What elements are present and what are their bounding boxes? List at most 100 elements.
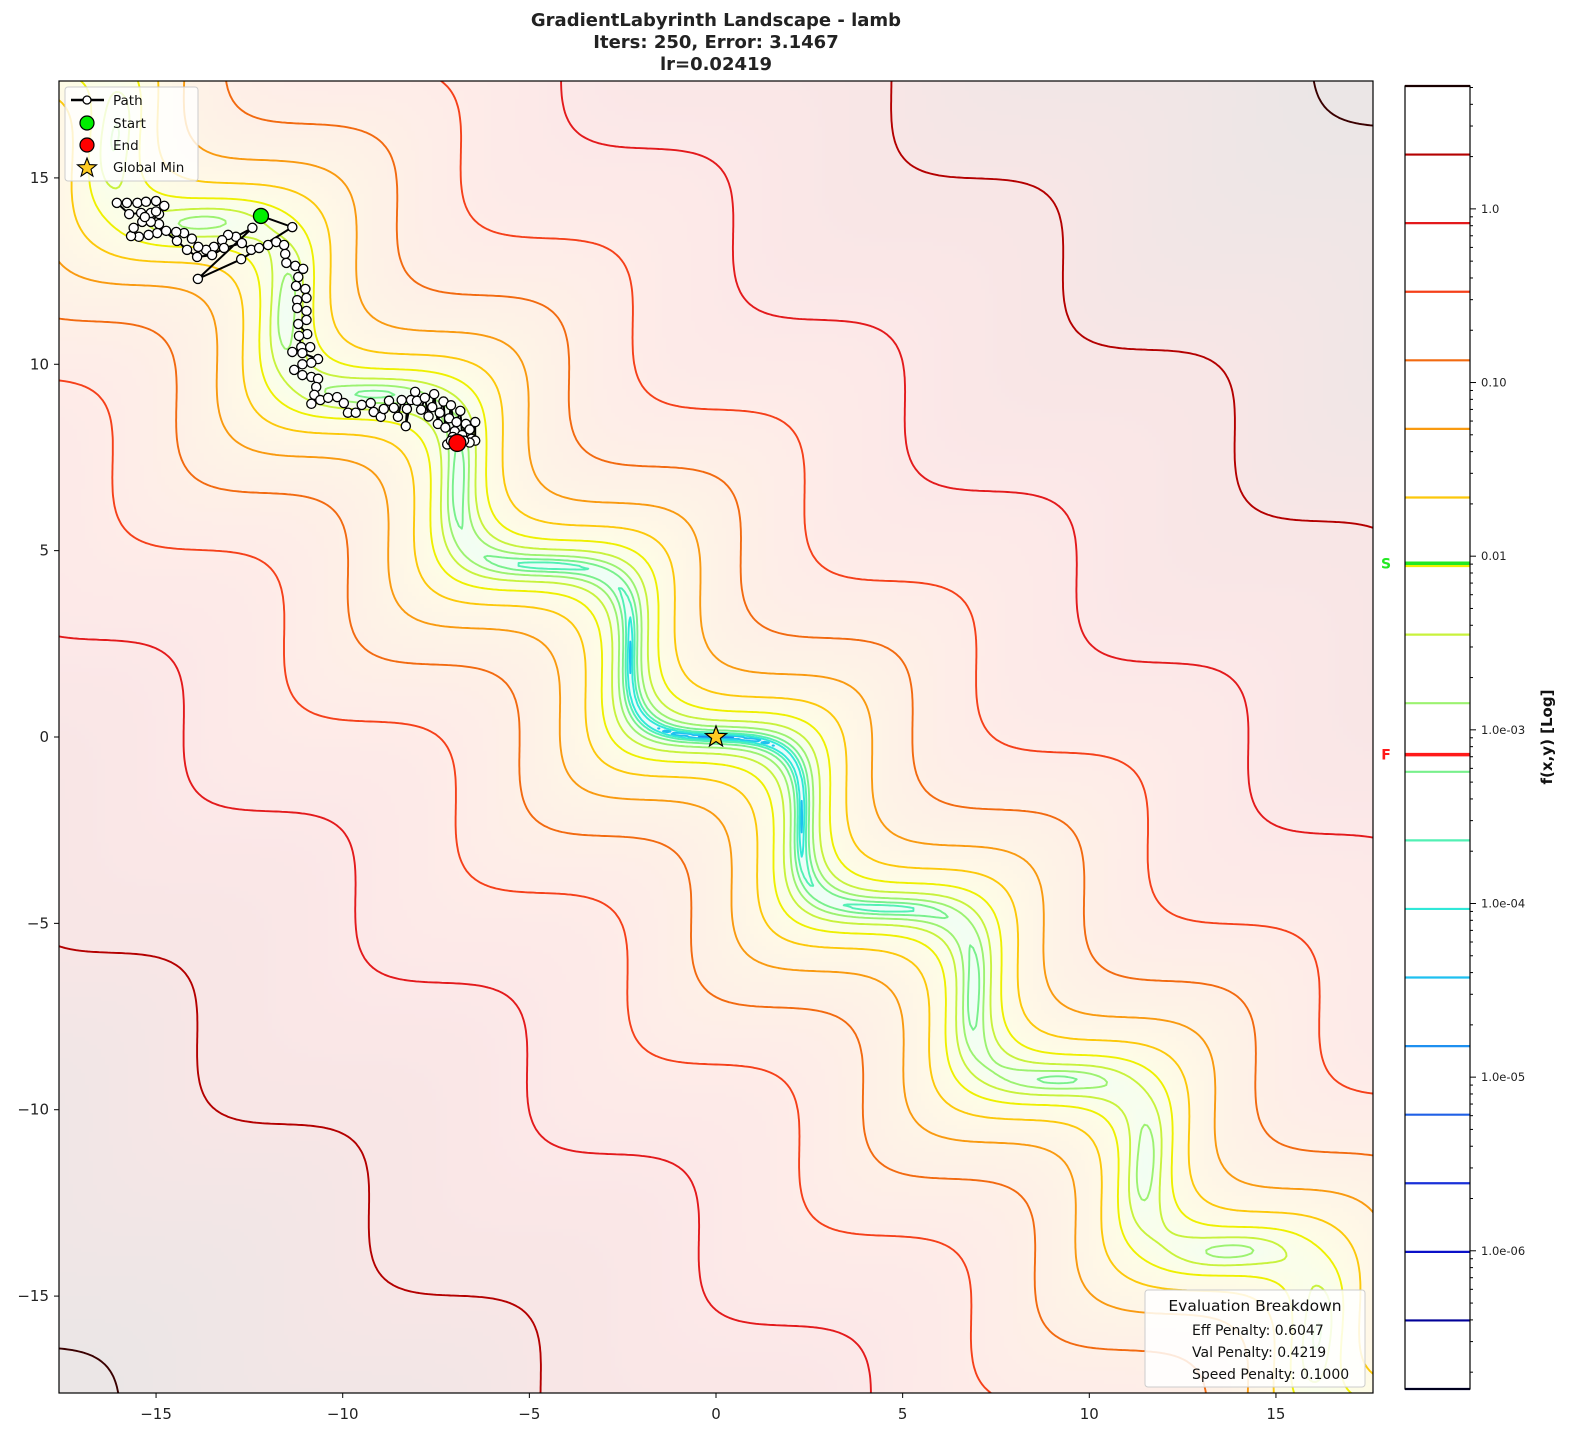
- x-tick-label: 0: [711, 1405, 721, 1423]
- y-tick-label: −5: [27, 914, 49, 932]
- path-point-91: [400, 420, 412, 432]
- evaluation-breakdown: Evaluation Breakdown Eff Penalty: 0.6047…: [1144, 1289, 1366, 1388]
- legend-start-icon: [79, 115, 95, 131]
- path-point-81: [356, 399, 367, 411]
- path-point-30: [140, 196, 152, 208]
- legend-star-icon: [76, 156, 98, 178]
- x-tick-label: −10: [327, 1405, 359, 1423]
- path-point-51: [290, 280, 302, 292]
- path-point-13: [170, 226, 182, 238]
- colorbar-tick-label: 1.0e-05: [1481, 1070, 1525, 1084]
- path-point-66: [306, 357, 317, 369]
- global-min-star-marker: [703, 724, 729, 748]
- path-point-82: [365, 397, 376, 409]
- legend-label-global-min: Global Min: [113, 160, 184, 176]
- path-point-108: [455, 405, 466, 417]
- y-tick-label: 5: [39, 542, 49, 560]
- path-point-20: [128, 222, 139, 234]
- path-point-107: [451, 416, 462, 428]
- path-point-80: [350, 407, 362, 418]
- path-point-83: [368, 406, 379, 418]
- path-point-31: [150, 195, 162, 207]
- colorbar-marker-f-label: F: [1381, 748, 1391, 764]
- contour-level-12: [79, 81, 1353, 1393]
- path-point-16: [151, 227, 163, 239]
- path-point-52: [300, 283, 311, 295]
- path-point-76: [322, 392, 334, 404]
- path-point-42: [253, 242, 265, 254]
- contour-lines: [59, 81, 1373, 1393]
- x-tick-label: −5: [518, 1405, 540, 1423]
- colorbar-body: [1405, 86, 1470, 1389]
- legend-label-start: Start: [113, 116, 146, 132]
- y-tick-label: −10: [17, 1101, 49, 1119]
- x-tick-label: −15: [140, 1405, 172, 1423]
- contour-level-16: [59, 81, 1373, 1393]
- path-point-3: [192, 273, 204, 285]
- path-point-53: [301, 292, 312, 304]
- legend-end-icon: [79, 137, 95, 153]
- contour-level-15: [59, 81, 1373, 1393]
- evaluation-box: [1144, 1289, 1366, 1388]
- path-point-27: [111, 197, 123, 209]
- y-tick-label: 10: [30, 355, 49, 373]
- val-penalty: Val Penalty: 0.4219: [1192, 1345, 1326, 1361]
- x-tick-label: 5: [898, 1405, 908, 1423]
- path-point-46: [279, 248, 291, 260]
- contour-level-7: [626, 616, 806, 858]
- path-point-47: [281, 257, 292, 269]
- path-point-56: [301, 305, 312, 317]
- path-point-67: [297, 359, 308, 370]
- colorbar-tick-label: 0.01: [1481, 549, 1507, 563]
- colorbar-ticks: 1.0 0.10 0.01 1.0e-03 1.0e-04 1.0e-05 1.0e-06: [1470, 86, 1525, 1373]
- colorbar-markers: SF: [1381, 556, 1470, 764]
- path-point-96: [419, 392, 431, 404]
- start-marker: [252, 207, 270, 225]
- speed-penalty: Speed Penalty: 0.1000: [1192, 1367, 1349, 1383]
- path-point-34: [139, 211, 151, 223]
- chart-title-line3: lr=0.02419: [660, 54, 772, 75]
- legend-label-path: Path: [113, 93, 143, 109]
- path-point-77: [331, 391, 343, 403]
- colorbar: SF 1.00.100.011.0e-031.0e-041.0e-051.0e-…: [1381, 84, 1556, 1391]
- evaluation-title: Evaluation Breakdown: [1168, 1297, 1341, 1315]
- colorbar-tick-label: 1.0: [1481, 202, 1499, 216]
- optimizer-path: [111, 195, 729, 748]
- colorbar-tick-label: 1.0e-06: [1481, 1244, 1525, 1258]
- path-point-32: [159, 200, 170, 212]
- legend: Path Start End Global Min: [64, 86, 199, 182]
- path-point-60: [293, 330, 305, 342]
- y-tick-label: −15: [17, 1287, 49, 1305]
- legend-box: [64, 86, 199, 182]
- path-point-99: [428, 388, 440, 400]
- eff-penalty: Eff Penalty: 0.6047: [1192, 1323, 1324, 1339]
- path-point-35: [171, 235, 183, 247]
- path-point-36: [181, 244, 193, 256]
- path-point-95: [415, 404, 427, 415]
- path-point-85: [378, 403, 390, 415]
- path-point-29: [132, 197, 143, 209]
- path-point-58: [293, 318, 304, 330]
- colorbar-label: f(x,y) [Log]: [1538, 690, 1556, 785]
- legend-path-marker-icon: [82, 95, 92, 105]
- path-point-62: [304, 341, 316, 353]
- contour-level-9: [354, 389, 1078, 1085]
- path-point-64: [297, 347, 308, 359]
- path-point-113: [469, 416, 481, 428]
- y-axis: −15 −10 −5 0 5 10 15: [17, 169, 59, 1305]
- path-point-2: [235, 253, 247, 265]
- path-point-93: [409, 386, 421, 398]
- contour-level-19: [59, 81, 1373, 1393]
- path-point-101: [434, 407, 446, 418]
- chart-title-line1: GradientLabyrinth Landscape - lamb: [531, 10, 901, 31]
- path-point-10: [192, 241, 204, 253]
- x-tick-label: 15: [1266, 1405, 1285, 1423]
- path-point-90: [401, 403, 413, 415]
- path-point-1: [287, 221, 298, 233]
- path-point-26: [123, 208, 135, 220]
- colorbar-tick-label: 1.0e-04: [1481, 896, 1525, 910]
- path-point-63: [287, 346, 298, 358]
- path-point-4: [247, 222, 258, 234]
- path-point-88: [392, 411, 404, 423]
